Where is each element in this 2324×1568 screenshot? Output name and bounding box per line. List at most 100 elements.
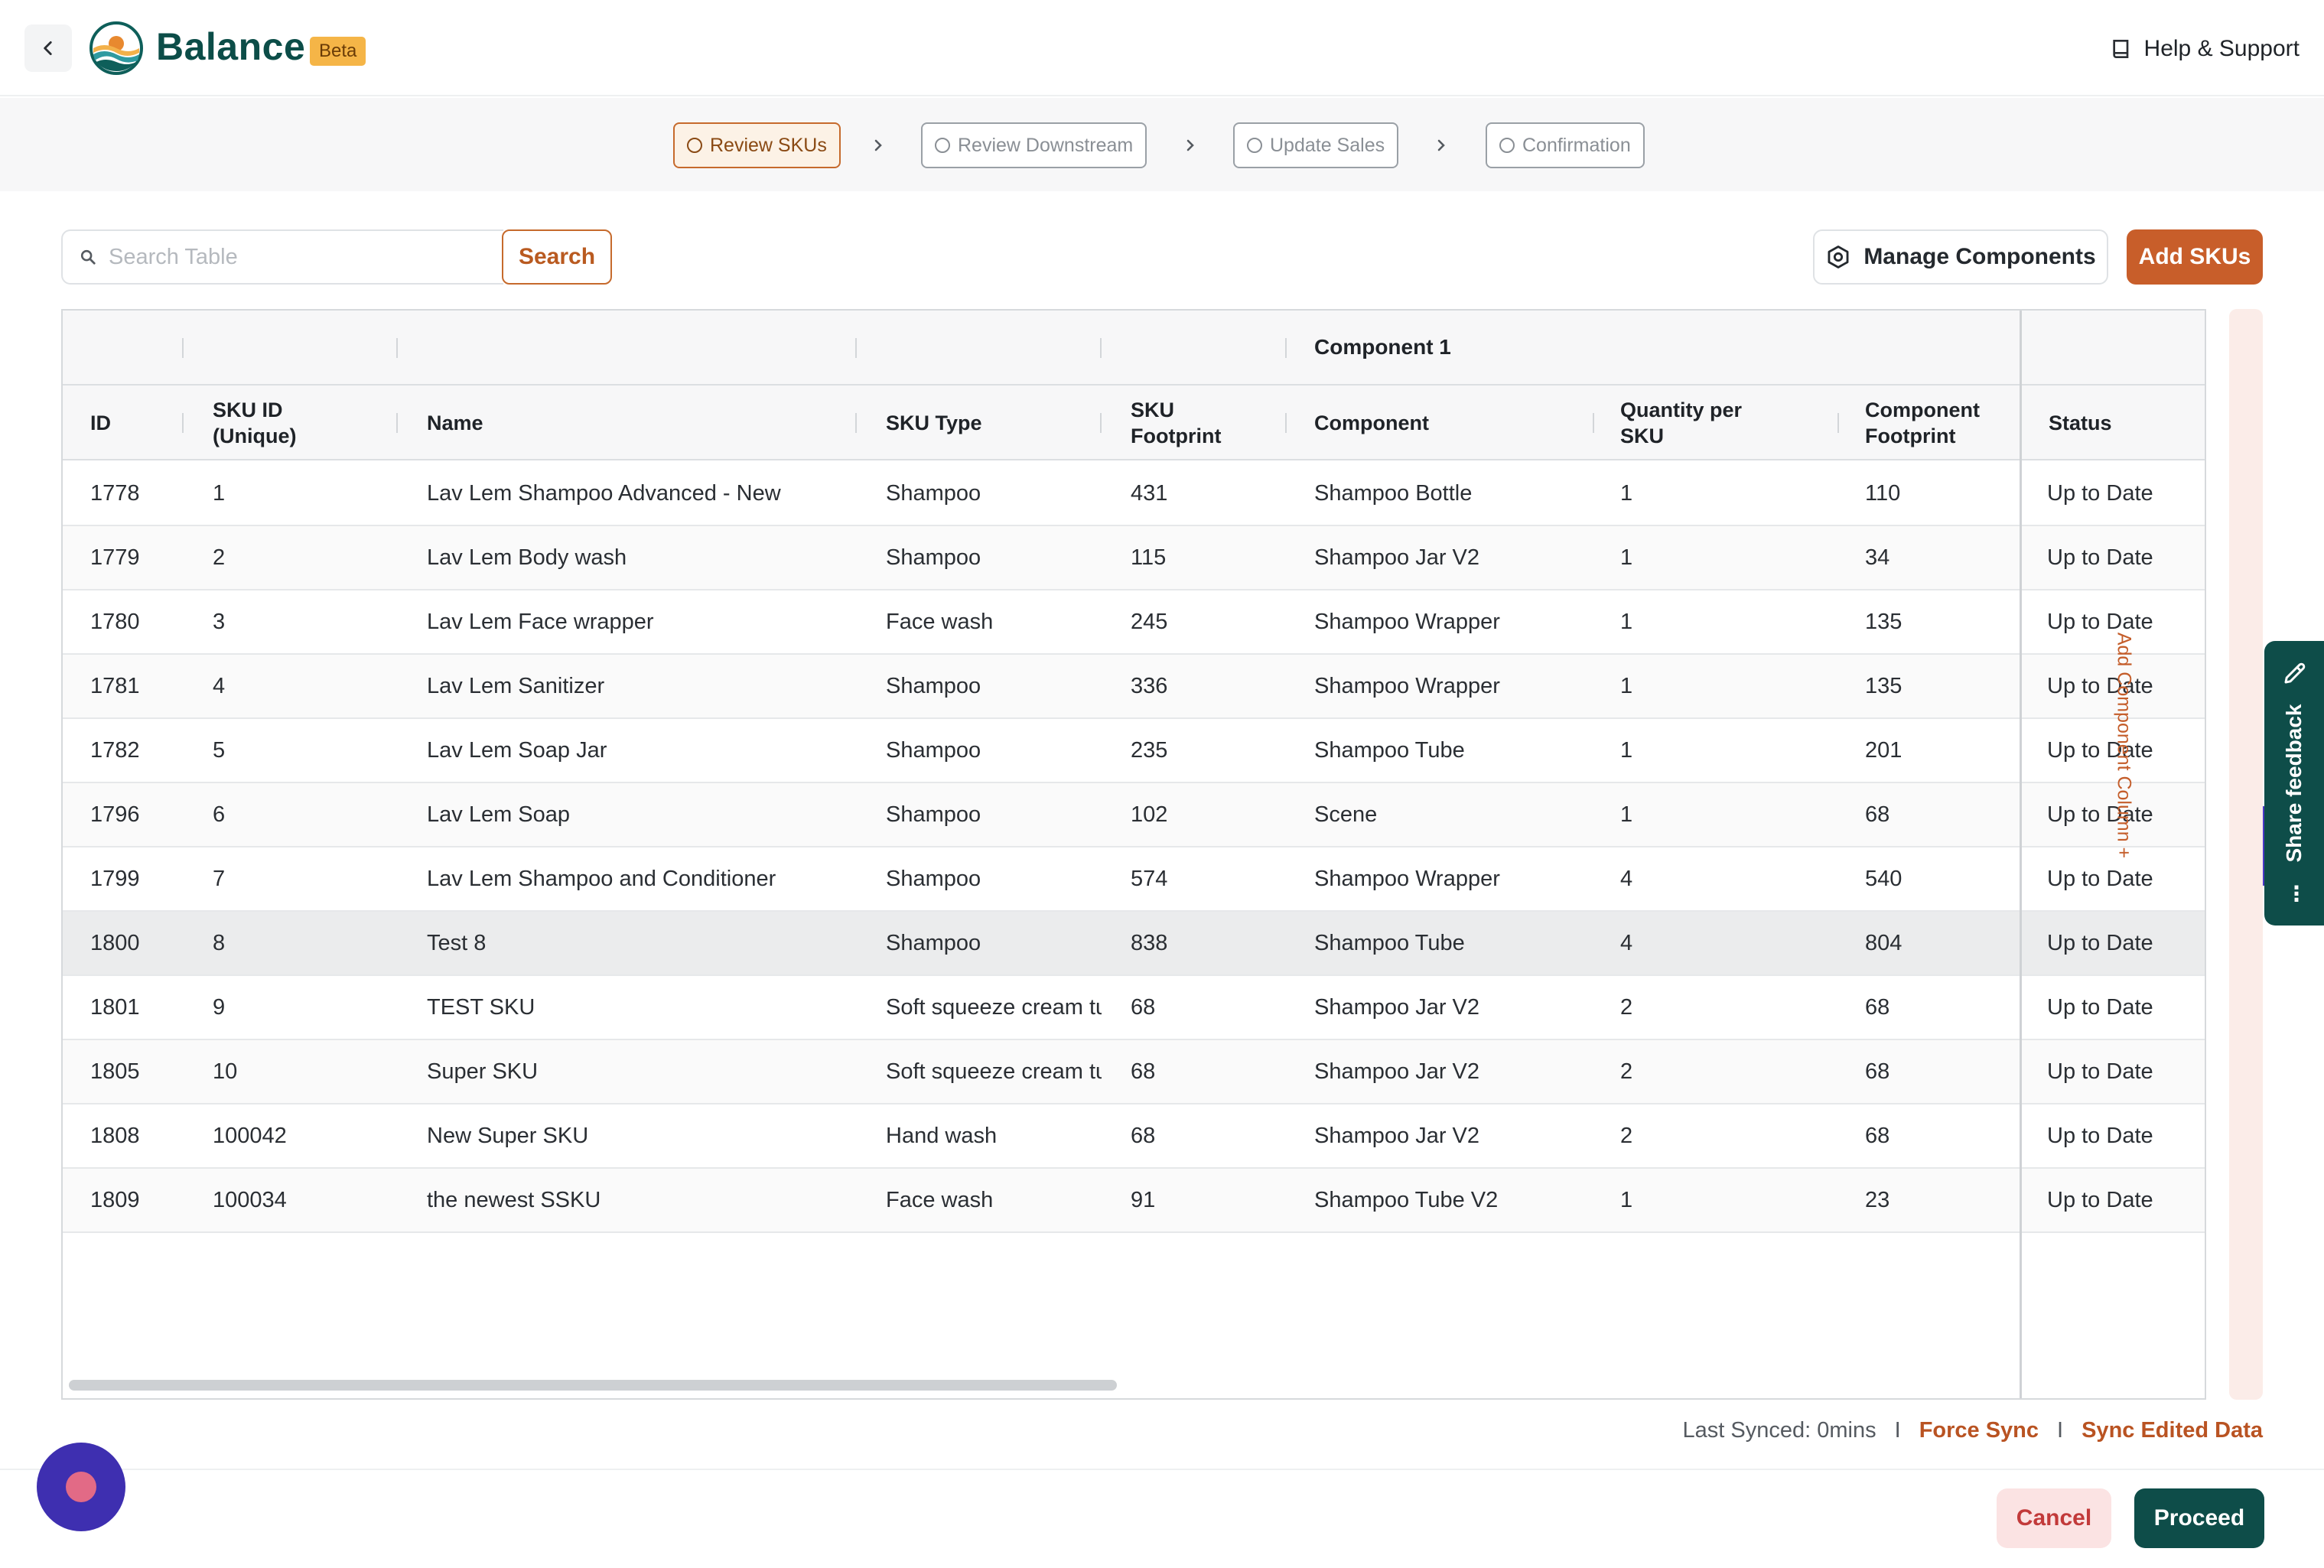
cell-status: Up to Date xyxy=(2047,930,2153,955)
table-row[interactable]: 1800 8 Test 8 Shampoo 838 Shampoo Tube 4 804 Up … xyxy=(63,912,2205,976)
cell-sku-footprint: 431 xyxy=(1131,480,1168,506)
column-divider[interactable] xyxy=(1100,413,1102,433)
cell-qty: 2 xyxy=(1620,1123,1633,1148)
cell-comp-footprint: 804 xyxy=(1865,930,1902,955)
cell-sku-type: Shampoo xyxy=(886,480,981,506)
column-header-id[interactable]: ID xyxy=(90,412,111,434)
table-row[interactable]: 1781 4 Lav Lem Sanitizer Shampoo 336 Shampoo … xyxy=(63,655,2205,719)
table-row[interactable]: 1782 5 Lav Lem Soap Jar Shampoo 235 Shampoo T… xyxy=(63,719,2205,783)
cell-comp-footprint: 68 xyxy=(1865,1123,1890,1148)
cell-component: Shampoo Tube V2 xyxy=(1314,1187,1499,1212)
search-icon xyxy=(80,249,96,265)
column-header-component[interactable]: Component xyxy=(1314,412,1429,434)
help-support-link[interactable]: Help & Support xyxy=(2109,31,2300,67)
column-header-quantity[interactable]: Quantity per SKU xyxy=(1620,399,1743,447)
chat-launcher-button[interactable] xyxy=(37,1443,125,1531)
cell-sku-id: 7 xyxy=(213,866,226,891)
cell-sku-footprint: 838 xyxy=(1131,930,1168,955)
cell-sku-type: Shampoo xyxy=(886,930,981,955)
table-header: ID SKU ID (Unique) Name SKU Type SKU Foo… xyxy=(63,385,2205,460)
action-footer xyxy=(0,1469,2324,1568)
add-component-column-strip[interactable] xyxy=(2229,309,2263,1400)
sku-table: Component 1 ID SKU ID (Unique) Name SKU … xyxy=(61,309,2206,1400)
back-button[interactable] xyxy=(24,24,72,72)
cell-sku-id: 6 xyxy=(213,802,226,827)
cell-sku-id: 3 xyxy=(213,609,226,634)
search-button[interactable]: Search xyxy=(502,229,612,285)
search-input[interactable] xyxy=(109,244,476,270)
column-divider[interactable] xyxy=(1593,413,1594,433)
cell-component: Shampoo Wrapper xyxy=(1314,609,1500,634)
step-confirmation[interactable]: Confirmation xyxy=(1486,122,1645,168)
step-circle-icon xyxy=(687,138,702,153)
column-divider[interactable] xyxy=(396,413,398,433)
cell-status: Up to Date xyxy=(2047,994,2153,1020)
table-row[interactable]: 1799 7 Lav Lem Shampoo and Conditioner Sham… xyxy=(63,847,2205,912)
column-divider xyxy=(396,338,398,358)
column-header-sku-id[interactable]: SKU ID (Unique) xyxy=(213,399,297,447)
step-label: Review Downstream xyxy=(958,134,1134,156)
cell-component: Shampoo Tube xyxy=(1314,930,1465,955)
cell-sku-footprint: 102 xyxy=(1131,802,1168,827)
cell-name: TEST SKU xyxy=(427,994,535,1020)
cell-sku-id: 4 xyxy=(213,673,226,698)
step-circle-icon xyxy=(1499,138,1515,153)
settings-hexagon-icon xyxy=(1828,246,1849,268)
cell-id: 1805 xyxy=(90,1059,140,1084)
table-row[interactable]: 1808 100042 New Super SKU Hand wash 68 Shampo… xyxy=(63,1104,2205,1169)
table-row[interactable]: 1809 100034 the newest SSKU Face wash 91 Sham… xyxy=(63,1169,2205,1233)
cell-id: 1796 xyxy=(90,802,140,827)
cell-sku-footprint: 68 xyxy=(1131,994,1156,1020)
table-row[interactable]: 1778 1 Lav Lem Shampoo Advanced - New Shamp… xyxy=(63,462,2205,526)
cell-comp-footprint: 110 xyxy=(1865,480,1901,506)
cell-name: Test 8 xyxy=(427,930,487,955)
cell-comp-footprint: 68 xyxy=(1865,994,1890,1020)
more-dots-icon[interactable]: ⋮ xyxy=(2286,882,2309,906)
table-row[interactable]: 1796 6 Lav Lem Soap Shampoo 102 Scene 1 68 Up to… xyxy=(63,783,2205,847)
cell-comp-footprint: 68 xyxy=(1865,1059,1890,1084)
column-divider[interactable] xyxy=(182,413,184,433)
column-header-component-footprint[interactable]: Component Footprint xyxy=(1865,399,1980,447)
beta-badge: Beta xyxy=(310,37,366,66)
horizontal-scrollbar[interactable] xyxy=(69,1380,1117,1391)
step-review-downstream[interactable]: Review Downstream xyxy=(921,122,1147,168)
column-divider[interactable] xyxy=(1837,413,1839,433)
cell-sku-id: 100034 xyxy=(213,1187,287,1212)
column-divider[interactable] xyxy=(1285,413,1287,433)
table-row[interactable]: 1801 9 TEST SKU Soft squeeze cream tu 68 Sham… xyxy=(63,976,2205,1040)
cell-sku-type: Soft squeeze cream tu xyxy=(886,994,1102,1020)
table-row[interactable]: 1805 10 Super SKU Soft squeeze cream tu 68 Sh… xyxy=(63,1040,2205,1104)
separator: I xyxy=(2057,1417,2064,1443)
add-skus-button[interactable]: Add SKUs xyxy=(2127,229,2263,285)
balance-logo-icon xyxy=(90,21,143,75)
share-feedback-label[interactable]: Share feedback xyxy=(2282,704,2306,863)
proceed-button[interactable]: Proceed xyxy=(2134,1488,2264,1548)
force-sync-link[interactable]: Force Sync xyxy=(1919,1417,2039,1443)
column-header-sku-footprint[interactable]: SKU Footprint xyxy=(1131,399,1222,447)
cell-sku-type: Shampoo xyxy=(886,673,981,698)
add-component-column-label[interactable]: Add Component Column + xyxy=(2113,632,2135,859)
share-feedback-tab[interactable] xyxy=(2264,641,2324,926)
table-row[interactable]: 1779 2 Lav Lem Body wash Shampoo 115 Shampoo … xyxy=(63,526,2205,590)
cell-name: Lav Lem Soap Jar xyxy=(427,737,607,763)
step-review-skus[interactable]: Review SKUs xyxy=(673,122,841,168)
cell-name: the newest SSKU xyxy=(427,1187,601,1212)
column-divider xyxy=(855,338,857,358)
table-row[interactable]: 1780 3 Lav Lem Face wrapper Face wash 245 Sha… xyxy=(63,590,2205,655)
help-support-label: Help & Support xyxy=(2143,36,2300,61)
column-divider[interactable] xyxy=(855,413,857,433)
cell-id: 1808 xyxy=(90,1123,140,1148)
cell-status: Up to Date xyxy=(2047,737,2153,763)
last-synced-text: Last Synced: 0mins xyxy=(1682,1417,1876,1443)
column-header-sku-type[interactable]: SKU Type xyxy=(886,412,982,434)
step-update-sales[interactable]: Update Sales xyxy=(1233,122,1399,168)
table-group-header: Component 1 xyxy=(63,311,2205,385)
cancel-button[interactable]: Cancel xyxy=(1997,1488,2111,1548)
column-header-name[interactable]: Name xyxy=(427,412,483,434)
column-header-status[interactable]: Status xyxy=(2049,412,2112,434)
cell-id: 1782 xyxy=(90,737,140,763)
search-box xyxy=(61,229,503,285)
cell-sku-type: Shampoo xyxy=(886,866,981,891)
sync-edited-data-link[interactable]: Sync Edited Data xyxy=(2082,1417,2263,1443)
manage-components-button[interactable]: Manage Components xyxy=(1813,229,2108,285)
